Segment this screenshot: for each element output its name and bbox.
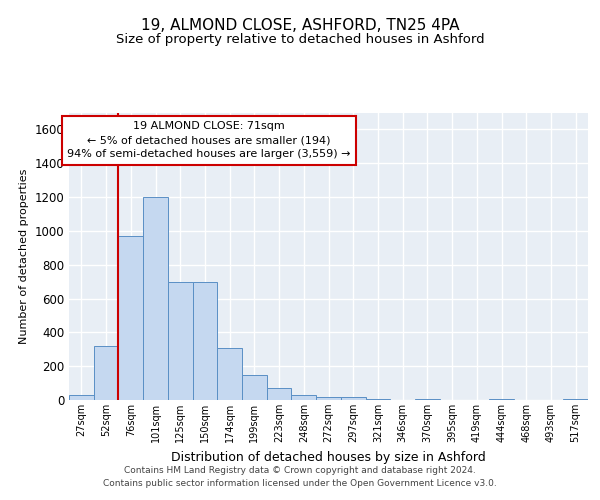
- Bar: [415, 399, 440, 400]
- Bar: [267, 388, 292, 400]
- Y-axis label: Number of detached properties: Number of detached properties: [19, 168, 29, 344]
- Text: Contains HM Land Registry data © Crown copyright and database right 2024.
Contai: Contains HM Land Registry data © Crown c…: [103, 466, 497, 487]
- Text: Size of property relative to detached houses in Ashford: Size of property relative to detached ho…: [116, 32, 484, 46]
- Bar: [292, 395, 316, 400]
- X-axis label: Distribution of detached houses by size in Ashford: Distribution of detached houses by size …: [171, 450, 486, 464]
- Text: 19, ALMOND CLOSE, ASHFORD, TN25 4PA: 19, ALMOND CLOSE, ASHFORD, TN25 4PA: [141, 18, 459, 32]
- Bar: [193, 282, 217, 400]
- Bar: [242, 374, 267, 400]
- Bar: [143, 197, 168, 400]
- Bar: [341, 398, 365, 400]
- Bar: [69, 395, 94, 400]
- Bar: [316, 396, 341, 400]
- Bar: [217, 348, 242, 400]
- Text: 19 ALMOND CLOSE: 71sqm
← 5% of detached houses are smaller (194)
94% of semi-det: 19 ALMOND CLOSE: 71sqm ← 5% of detached …: [67, 121, 351, 159]
- Bar: [168, 282, 193, 400]
- Bar: [489, 399, 514, 400]
- Bar: [94, 346, 118, 400]
- Bar: [365, 399, 390, 400]
- Bar: [563, 399, 588, 400]
- Bar: [118, 236, 143, 400]
